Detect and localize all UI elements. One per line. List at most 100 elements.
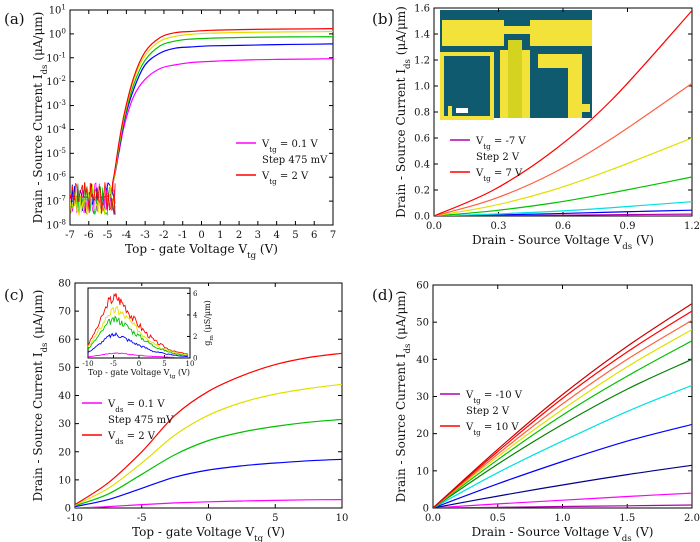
x-tick-label: -2: [159, 230, 169, 241]
x-tick-label: 1.2: [684, 221, 700, 232]
y-tick-label: 30: [58, 419, 71, 430]
series-line: [433, 423, 692, 508]
x-tick-label: 0.3: [491, 221, 507, 232]
y-tick-label: 60: [416, 281, 429, 292]
x-tick-label: 4: [273, 230, 279, 241]
series-line: [75, 499, 342, 508]
x-tick-label: 5: [292, 230, 298, 241]
legend-entry: Vtg = -10 V: [465, 390, 523, 405]
inset-y-tick-label: 6: [193, 290, 198, 298]
series-line: [434, 209, 692, 216]
x-tick-label: -10: [67, 513, 83, 524]
legend-entry: Step 2 V: [466, 406, 510, 417]
legend-entry: Step 2 V: [476, 152, 520, 163]
x-tick-label: 1.0: [555, 513, 571, 524]
series-line: [433, 340, 692, 508]
series-line: [433, 310, 692, 508]
x-axis-label: Top - gate Voltage Vtg (V): [132, 525, 285, 542]
legend-entry: Step 475 mV: [262, 155, 328, 166]
y-tick-label: 10-1: [46, 50, 66, 65]
y-tick-label: 10: [416, 466, 429, 477]
electrode: [500, 50, 508, 118]
legend-entry: Step 475 mV: [108, 415, 174, 426]
contact-pad: [530, 20, 592, 46]
legend-entry: Vtg = 7 V: [475, 168, 523, 183]
y-tick-label: 1.4: [414, 30, 430, 41]
inset-series-line: [87, 331, 189, 358]
y-tick-label: 20: [58, 447, 71, 458]
y-tick-label: 1.6: [414, 4, 430, 15]
inset-series-line: [87, 305, 189, 356]
series-line: [433, 329, 692, 508]
inset-y-tick-label: 4: [193, 311, 198, 319]
y-tick-label: 1.2: [414, 56, 430, 67]
series-line: [75, 418, 342, 507]
x-tick-label: 6: [311, 230, 317, 241]
inset-series-line: [87, 352, 189, 359]
series-line: [433, 319, 692, 508]
x-tick-label: -4: [121, 230, 131, 241]
scale-bar: [456, 108, 468, 113]
y-tick-label: 10-6: [46, 169, 66, 184]
y-tick-label: 10-3: [46, 98, 66, 113]
x-tick-label: -6: [84, 230, 94, 241]
y-tick-label: 50: [58, 363, 71, 374]
series-line: [433, 464, 692, 508]
x-tick-label: -7: [65, 230, 75, 241]
y-tick-label: 10-8: [46, 217, 66, 232]
inset-x-tick-label: 10: [186, 360, 195, 368]
panel-label: (c): [4, 286, 24, 304]
gate-lead: [498, 26, 532, 34]
x-axis-label: Top - gate Voltage Vtg (V): [125, 242, 278, 261]
panel-label: (b): [372, 10, 393, 28]
y-tick-label: 60: [58, 335, 71, 346]
inset-x-tick-label: 0: [137, 360, 141, 368]
y-tick-label: 50: [416, 318, 429, 329]
y-tick-label: 10: [58, 475, 71, 486]
y-tick-label: 10-4: [46, 121, 66, 136]
y-tick-label: 0.2: [414, 186, 430, 197]
series-line: [434, 82, 692, 216]
series-line: [433, 504, 692, 508]
noise-trace: [70, 182, 116, 215]
x-tick-label: 1.5: [619, 513, 635, 524]
inset-y-tick-label: 0: [193, 355, 197, 363]
y-tick-label: 0: [423, 504, 429, 515]
marker: [448, 106, 452, 116]
x-tick-label: 0.6: [555, 221, 571, 232]
plot-frame: [69, 9, 334, 226]
inset-bg: [86, 286, 214, 378]
x-tick-label: 7: [330, 230, 336, 241]
x-tick-label: 5: [272, 513, 278, 524]
contact-frame: [440, 52, 494, 120]
legend-entry: Vtg = 2 V: [261, 171, 309, 186]
panel-label: (a): [4, 10, 25, 28]
contact-pad: [568, 54, 582, 118]
series-line: [75, 352, 342, 506]
y-tick-label: 20: [416, 429, 429, 440]
y-axis-label: Drain - Source Current Ids (μA/μm): [31, 290, 50, 502]
x-tick-label: 2.0: [684, 513, 700, 524]
x-tick-label: -3: [140, 230, 150, 241]
series-group: [75, 352, 342, 508]
y-tick-label: 0: [65, 504, 71, 515]
electrode: [522, 50, 530, 118]
x-tick-label: 1: [217, 230, 223, 241]
marker: [582, 104, 590, 112]
x-tick-label: 10: [336, 513, 349, 524]
x-tick-label: -5: [137, 513, 147, 524]
series-line: [434, 176, 692, 216]
series-line: [433, 492, 692, 508]
channel-strip: [508, 40, 522, 118]
series-group: [434, 10, 692, 216]
device-micrograph: [440, 10, 592, 120]
x-tick-label: 0.5: [490, 513, 506, 524]
inset-x-tick-label: -5: [110, 360, 117, 368]
series-line: [433, 384, 692, 508]
y-tick-label: 1.0: [414, 82, 430, 93]
